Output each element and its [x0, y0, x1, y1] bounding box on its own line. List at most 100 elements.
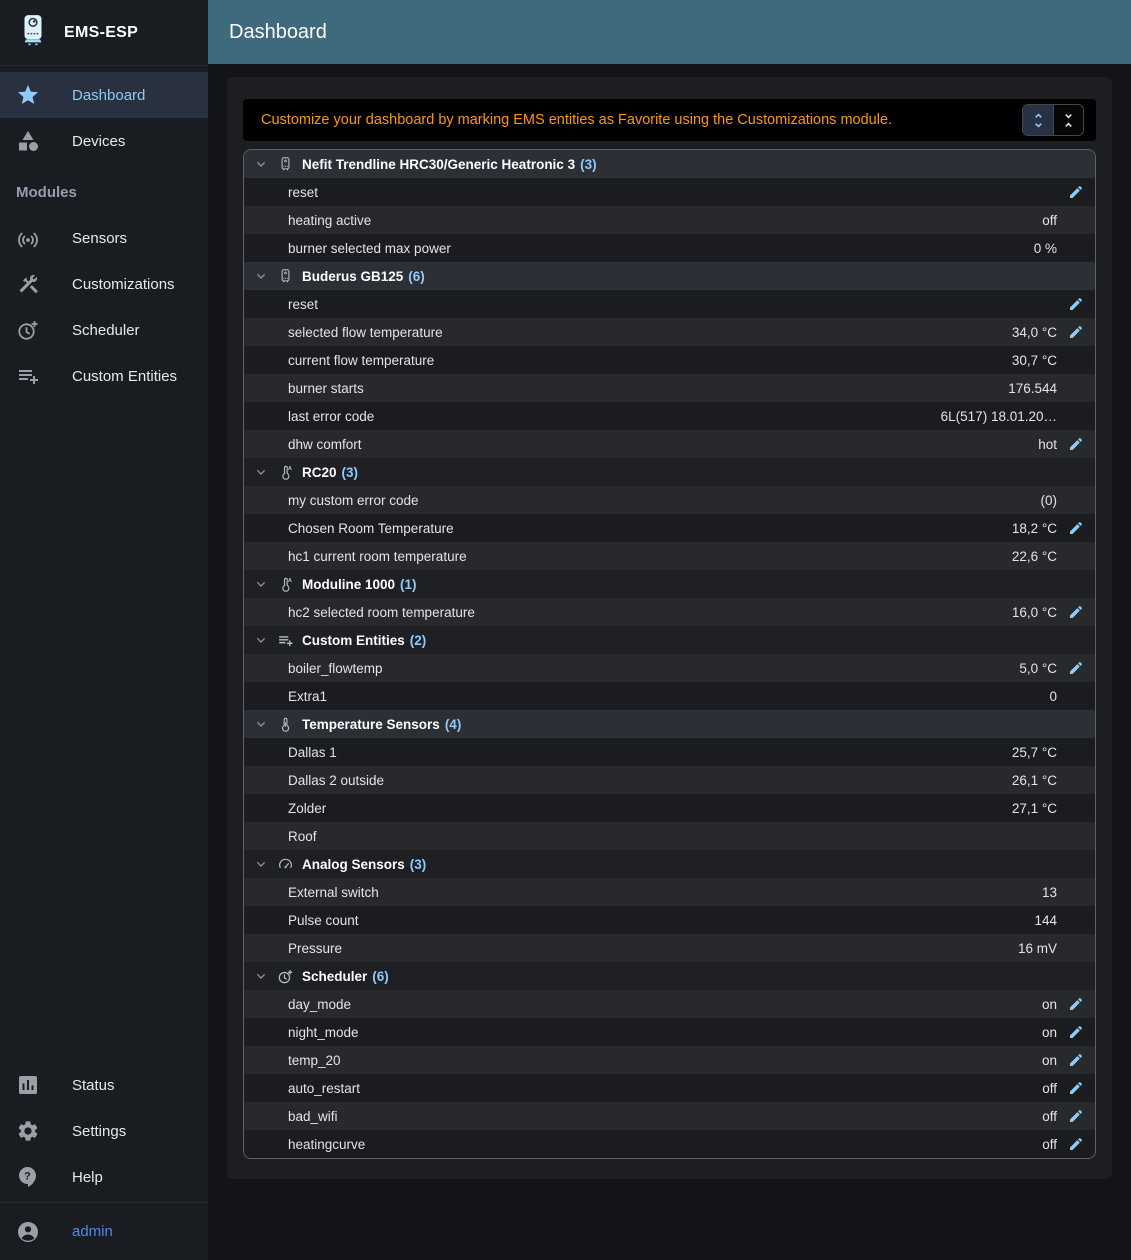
entity-name: last error code [288, 408, 375, 424]
entity-value: 0 % [1033, 240, 1057, 256]
sidebar-item-devices[interactable]: Devices [0, 118, 208, 164]
entity-action[interactable] [1057, 1080, 1095, 1096]
device-group-count: (1) [400, 576, 417, 592]
sidebar-item-custom-entities[interactable]: Custom Entities [0, 353, 208, 399]
entity-value: off [1042, 1108, 1057, 1124]
device-group-count: (3) [580, 156, 597, 172]
entity-row-burner-selected-max-power: burner selected max power 0 % [244, 234, 1095, 262]
device-group-row-moduline-1000[interactable]: A Moduline 1000 (1) [244, 570, 1095, 598]
entity-row-selected-flow-temperature[interactable]: selected flow temperature 34,0 °C [244, 318, 1095, 346]
entity-row-temp-20[interactable]: temp_20 on [244, 1046, 1095, 1074]
entity-action[interactable] [1057, 1024, 1095, 1040]
sidebar-item-dashboard[interactable]: Dashboard [0, 72, 208, 118]
expand-all-button[interactable] [1023, 105, 1053, 135]
device-group-row-rc20[interactable]: A RC20 (3) [244, 458, 1095, 486]
entity-action[interactable] [1057, 1052, 1095, 1068]
entity-row-dhw-comfort[interactable]: dhw comfort hot [244, 430, 1095, 458]
entity-action[interactable] [1057, 324, 1095, 340]
entity-value: 6L(517) 18.01.20… [940, 408, 1057, 424]
sidebar-item-help[interactable]: ? Help [0, 1154, 208, 1200]
entity-action[interactable] [1057, 660, 1095, 676]
entity-row-my-custom-error-code: my custom error code (0) [244, 486, 1095, 514]
entity-action[interactable] [1057, 436, 1095, 452]
device-group-count: (3) [409, 856, 427, 872]
entity-name: temp_20 [288, 1052, 341, 1068]
entity-action[interactable] [1057, 184, 1095, 200]
entity-row-reset[interactable]: reset [244, 290, 1095, 318]
entity-value: 13 [1041, 884, 1057, 900]
entity-row-auto-restart[interactable]: auto_restart off [244, 1074, 1095, 1102]
entity-action[interactable] [1057, 296, 1095, 312]
entity-action[interactable] [1057, 604, 1095, 620]
entity-value: (0) [1040, 492, 1058, 508]
entity-name: day_mode [288, 996, 352, 1012]
entity-action[interactable] [1057, 996, 1095, 1012]
entity-row-hc2-selected-room-temperature[interactable]: hc2 selected room temperature 16,0 °C [244, 598, 1095, 626]
sidebar-item-label: Devices [72, 132, 126, 150]
device-group-row-custom-entities[interactable]: Custom Entities (2) [244, 626, 1095, 654]
device-group-row-nefit-trendline-hrc30-generic-heatronic-3[interactable]: Nefit Trendline HRC30/Generic Heatronic … [244, 150, 1095, 178]
device-group-count: (6) [372, 968, 389, 984]
water-heater-icon [281, 268, 289, 282]
assessment-icon [19, 1076, 37, 1094]
entity-name: Dallas 2 outside [288, 772, 385, 788]
svg-text:A: A [287, 577, 291, 583]
sidebar-item-settings[interactable]: Settings [0, 1108, 208, 1154]
sidebar-nav-modules: Sensors Customizations Scheduler Custom Ent… [0, 209, 208, 401]
unfold-less-icon [1065, 113, 1072, 127]
playlist-add-icon [278, 635, 293, 646]
sidebar-item-scheduler[interactable]: Scheduler [0, 307, 208, 353]
chevron-down-icon [256, 861, 266, 867]
device-group-row-temperature-sensors[interactable]: Temperature Sensors (4) [244, 710, 1095, 738]
svg-text:A: A [287, 465, 291, 471]
chevron-down-icon [256, 973, 266, 979]
appbar: Dashboard [208, 0, 1131, 64]
device-group-row-buderus-gb125[interactable]: Buderus GB125 (6) [244, 262, 1095, 290]
chevron-down-icon [256, 721, 266, 727]
entity-value: on [1041, 996, 1057, 1012]
edit-icon [1070, 1137, 1083, 1150]
user-name: admin [72, 1223, 113, 1240]
help-icon: ? [19, 1167, 36, 1187]
entity-row-bad-wifi[interactable]: bad_wifi off [244, 1102, 1095, 1130]
more-time-icon [18, 321, 38, 340]
sidebar-user[interactable]: admin [0, 1202, 208, 1260]
entity-value: 16,0 °C [1011, 604, 1057, 620]
sidebar-item-label: Settings [72, 1122, 127, 1140]
entity-row-heatingcurve[interactable]: heatingcurve off [244, 1130, 1095, 1158]
device-group-row-analog-sensors[interactable]: Analog Sensors (3) [244, 850, 1095, 878]
entity-value: 5,0 °C [1019, 660, 1057, 676]
entity-name: my custom error code [288, 492, 419, 508]
chevron-down-icon [256, 273, 266, 279]
device-group-name: Scheduler [302, 968, 368, 984]
star-icon [18, 85, 38, 104]
sidebar-nav-bottom: Status Settings ? Help [0, 1056, 208, 1202]
entity-row-reset[interactable]: reset [244, 178, 1095, 206]
entity-name: auto_restart [288, 1080, 361, 1096]
collapse-all-button[interactable] [1053, 105, 1083, 135]
sidebar-item-label: Customizations [72, 275, 175, 293]
entity-row-night-mode[interactable]: night_mode on [244, 1018, 1095, 1046]
sidebar-item-sensors[interactable]: Sensors [0, 215, 208, 261]
entity-value: 18,2 °C [1011, 520, 1057, 536]
entity-name: boiler_flowtemp [288, 660, 383, 676]
entity-name: hc2 selected room temperature [288, 604, 475, 620]
entity-name: Pulse count [288, 912, 359, 928]
sidebar-item-label: Custom Entities [72, 367, 178, 385]
edit-icon [1070, 521, 1083, 534]
entity-row-chosen-room-temperature[interactable]: Chosen Room Temperature 18,2 °C [244, 514, 1095, 542]
device-group-row-scheduler[interactable]: Scheduler (6) [244, 962, 1095, 990]
device-group-count: (4) [444, 716, 462, 732]
entity-action[interactable] [1057, 1136, 1095, 1152]
device-group-name: Temperature Sensors [302, 716, 440, 732]
entity-value: 30,7 °C [1011, 352, 1057, 368]
entity-row-boiler-flowtemp[interactable]: boiler_flowtemp 5,0 °C [244, 654, 1095, 682]
entity-row-pressure: Pressure 16 mV [244, 934, 1095, 962]
entity-name: External switch [288, 884, 379, 900]
sidebar-item-customizations[interactable]: Customizations [0, 261, 208, 307]
sidebar-item-status[interactable]: Status [0, 1062, 208, 1108]
entity-action[interactable] [1057, 520, 1095, 536]
entity-row-day-mode[interactable]: day_mode on [244, 990, 1095, 1018]
entity-action[interactable] [1057, 1108, 1095, 1124]
entity-row-extra1: Extra1 0 [244, 682, 1095, 710]
